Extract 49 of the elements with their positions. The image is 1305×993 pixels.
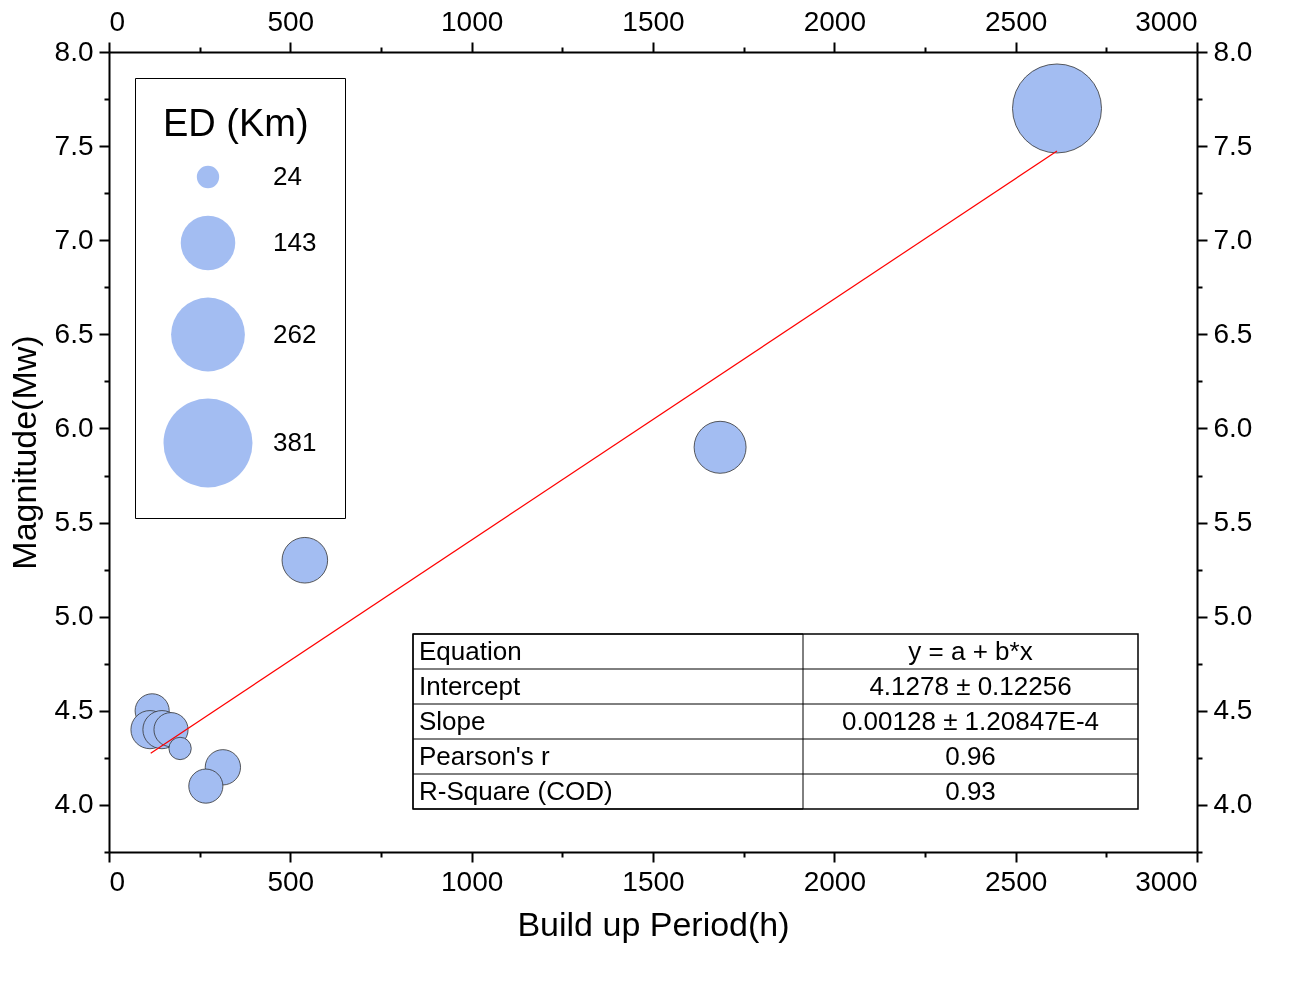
x-tick-label: 2500 (985, 865, 1048, 897)
annotation: 0.00128 ± 1.20847E-4 (841, 705, 1100, 736)
legend-label: 143 (273, 227, 317, 257)
x2-tick-label: 1500 (622, 5, 685, 37)
legend-title: ED (Km) (163, 102, 309, 144)
y2-tick-label: 4.0 (1213, 788, 1253, 820)
x-axis-title: Build up Period(h) (517, 904, 790, 943)
x-tick-label: 2000 (803, 865, 866, 897)
y2-tick-label: 7.5 (1213, 129, 1253, 161)
annotation: y = a + b*x (908, 635, 1033, 666)
legend-label: 262 (273, 318, 317, 349)
x-tick-label: 0 (109, 865, 126, 897)
y-tick-label: 7.0 (54, 223, 94, 255)
legend-label: 24 (273, 161, 302, 191)
y-tick-label: 6.5 (54, 317, 94, 349)
y2-tick-label: 6.5 (1213, 317, 1253, 349)
y-tick-label: 6.0 (54, 411, 94, 443)
x2-tick-label: 2000 (803, 5, 866, 37)
y2-tick-label: 5.0 (1213, 600, 1253, 632)
y-tick-label: 7.5 (54, 129, 94, 161)
y2-tick-label: 7.0 (1213, 223, 1253, 255)
y2-tick-label: 8.0 (1213, 35, 1253, 67)
y2-tick-label: 6.0 (1213, 411, 1253, 443)
annotation: 4.1278 ± 0.12256 (869, 670, 1072, 701)
x-tick-label: 1500 (622, 865, 685, 897)
y-tick-label: 5.5 (54, 506, 94, 538)
x2-tick-label: 1000 (441, 5, 504, 37)
y-axis-title: Magnitude(Mw) (4, 335, 43, 570)
y-tick-label: 4.5 (54, 694, 94, 726)
y2-tick-label: 4.5 (1213, 694, 1253, 726)
x-tick-label: 500 (267, 865, 315, 897)
y-tick-label: 8.0 (54, 35, 94, 67)
x-tick-label: 3000 (1135, 865, 1198, 897)
annotation: Intercept (419, 670, 521, 701)
x2-tick-label: 0 (109, 5, 126, 37)
annotation: Pearson's r (419, 740, 551, 771)
x2-tick-label: 500 (267, 5, 315, 37)
x2-tick-label: 3000 (1135, 5, 1198, 37)
y-tick-label: 4.0 (54, 788, 94, 820)
y2-tick-label: 5.5 (1213, 506, 1253, 538)
annotation: Slope (419, 705, 486, 736)
annotation: 0.96 (945, 740, 996, 771)
legend-label: 381 (273, 427, 317, 457)
x2-tick-label: 2500 (985, 5, 1048, 37)
annotation: Equation (419, 635, 522, 666)
x-tick-label: 1000 (441, 865, 504, 897)
annotation: 0.93 (945, 775, 996, 806)
y-tick-label: 5.0 (54, 600, 94, 632)
annotation: R-Square (COD) (419, 775, 613, 806)
